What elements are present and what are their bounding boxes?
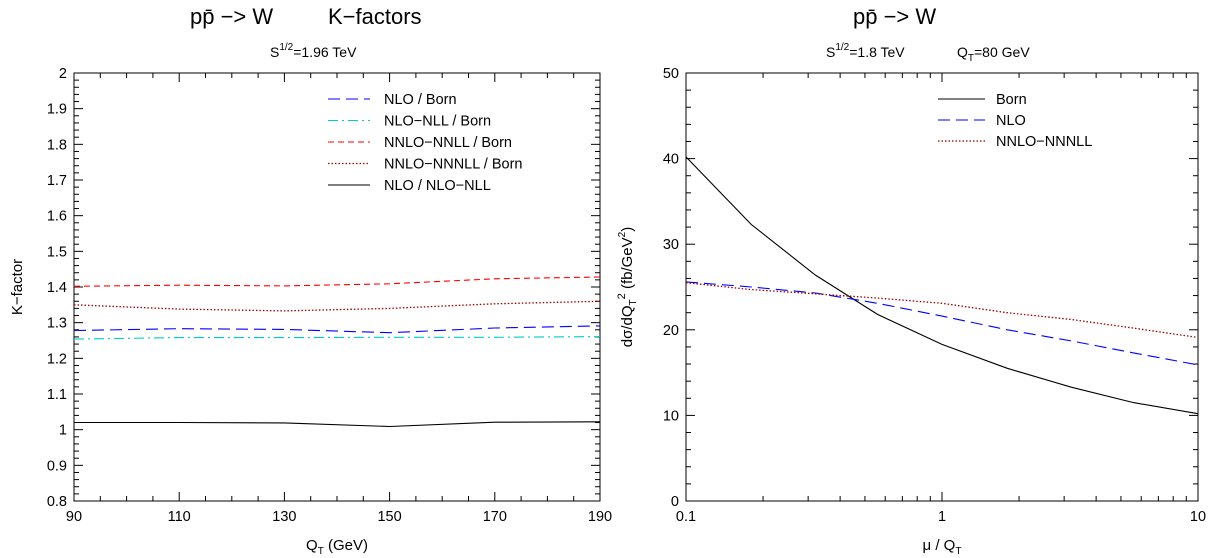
subtitle2-main: Q: [957, 44, 968, 60]
legend-label: NLO / NLO−NLL: [384, 178, 491, 194]
series-line-2: [685, 282, 1199, 339]
subtitle-value: =1.96 TeV: [293, 44, 357, 60]
y-tick-label: 10: [663, 408, 679, 424]
y-label-d: (fb/GeV: [619, 237, 636, 293]
plot-frame: [685, 72, 1199, 502]
y-label-b: T: [628, 299, 639, 305]
subtitle-prefix: S: [826, 44, 835, 60]
x-tick-label: 90: [66, 509, 82, 525]
x-label-main: μ / Q: [923, 537, 956, 554]
subtitle-prefix: S: [270, 44, 279, 60]
legend-label: NNLO−NNLL / Born: [384, 135, 512, 151]
x-tick-label: 10: [1190, 509, 1206, 525]
x-tick-label: 170: [483, 509, 507, 525]
y-tick-label: 0.9: [47, 458, 67, 474]
series-line-1: [73, 336, 601, 340]
x-axis-label: μ / QT: [923, 537, 962, 557]
x-label-sub: T: [318, 546, 324, 557]
series-line-4: [74, 421, 601, 428]
y-tick-label: 1.3: [47, 316, 67, 332]
series-line-2: [73, 276, 601, 287]
y-label-c: 2: [616, 293, 628, 299]
y-tick-label: 20: [663, 323, 679, 339]
y-tick-label: 1.9: [47, 102, 67, 118]
chart-cross-section: pp̄ −> W S1/2=1.8 TeV QT=80 GeV 01020304…: [616, 4, 1206, 557]
legend: NLO / Born NLO−NLL / Born NNLO−NNLL / Born…: [328, 92, 522, 194]
series-line-0: [73, 325, 601, 334]
y-tick-label: 1.1: [47, 387, 67, 403]
y-tick-label: 1.5: [47, 244, 67, 260]
subtitle-sup: 1/2: [279, 42, 293, 53]
subtitle-sup: 1/2: [835, 42, 849, 53]
chart-subtitle-2: QT=80 GeV: [957, 44, 1030, 64]
y-tick-label: 30: [663, 237, 679, 253]
y-label-e: 2: [617, 231, 628, 237]
chart-subtitle: S1/2=1.96 TeV: [270, 42, 357, 60]
chart-k-factors: pp̄ −> W K−factors S1/2=1.96 TeV 0.8 0.9 1…: [9, 4, 612, 557]
chart-title-process: pp̄ −> W: [853, 4, 936, 29]
legend-label: Born: [996, 92, 1027, 108]
x-tick-label: 150: [377, 509, 401, 525]
chart-title-suffix: K−factors: [328, 4, 422, 29]
y-tick-label: 1.7: [47, 173, 67, 189]
y-tick-label: 1.4: [47, 280, 67, 296]
y-tick-label: 1.6: [47, 209, 67, 225]
y-tick-label: 1.2: [47, 351, 67, 367]
x-label-sub: T: [955, 546, 961, 557]
subtitle2-value: =80 GeV: [974, 44, 1030, 60]
axis-ticks: 0 10 20 30 40 50 0.1 1 10: [663, 66, 1206, 525]
legend: Born NLO NNLO−NNNLL: [938, 92, 1092, 150]
y-tick-label: 0: [671, 494, 679, 510]
series-line-0: [685, 156, 1199, 415]
x-tick-label: 190: [588, 509, 612, 525]
axis-ticks: 0.8 0.9 1 1.1 1.2 1.3 1.4 1.5 1.6 1.7 1.8 1.9 2 90 110…: [47, 66, 612, 525]
y-tick-label: 2: [59, 66, 67, 82]
y-tick-label: 50: [663, 66, 679, 82]
x-label-units: (GeV): [324, 537, 368, 554]
y-tick-label: 1.8: [47, 137, 67, 153]
y-axis-label: K−factor: [9, 259, 26, 315]
x-tick-label: 110: [168, 509, 191, 525]
legend-label: NLO / Born: [384, 92, 457, 108]
y-label-f: ): [619, 227, 636, 232]
series-line-3: [73, 300, 601, 312]
y-axis-label: dσ/dQT2 (fb/GeV2): [616, 227, 639, 347]
series-lines: [685, 156, 1199, 415]
y-tick-label: 0.8: [47, 494, 67, 510]
x-tick-label: 130: [272, 509, 296, 525]
series-line-1: [685, 281, 1199, 366]
x-axis-label: QT (GeV): [306, 537, 368, 557]
legend-label: NLO: [996, 113, 1026, 129]
y-tick-label: 40: [663, 152, 679, 168]
series-lines: [73, 276, 601, 428]
legend-label: NNLO−NNNLL: [996, 134, 1092, 150]
y-tick-label: 1: [59, 423, 67, 439]
legend-label: NNLO−NNNLL / Born: [384, 157, 522, 173]
y-label-a: dσ/dQ: [619, 305, 636, 347]
legend-label: NLO−NLL / Born: [384, 114, 491, 130]
subtitle-value: =1.8 TeV: [849, 44, 905, 60]
plot-frame: [73, 72, 601, 502]
chart-title-process: pp̄ −> W: [190, 4, 273, 29]
x-tick-label: 1: [938, 509, 946, 525]
chart-subtitle: S1/2=1.8 TeV: [826, 42, 905, 60]
x-tick-label: 0.1: [676, 509, 696, 525]
subtitle2-sub: T: [968, 53, 974, 64]
x-label-main: Q: [306, 537, 318, 554]
